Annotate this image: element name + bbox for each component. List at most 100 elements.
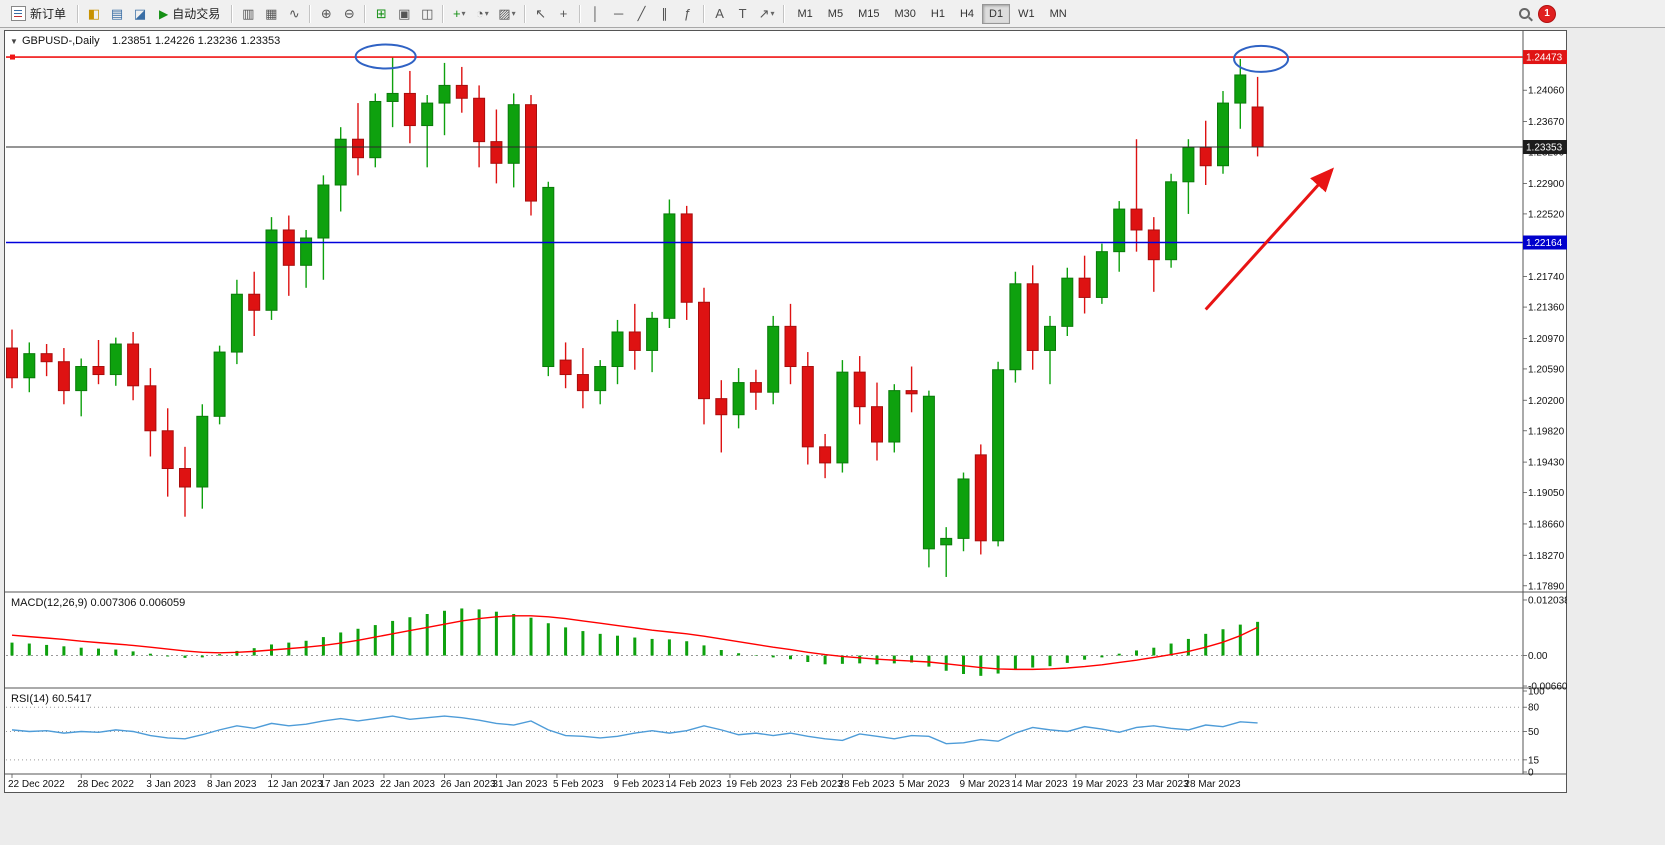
candle — [369, 100, 382, 159]
time-axis-label: 5 Mar 2023 — [899, 779, 950, 790]
candle — [525, 104, 537, 202]
candle — [386, 92, 399, 102]
candle — [161, 430, 174, 470]
cascade-windows-button[interactable]: ▣ — [393, 3, 415, 25]
toolbar-separator — [77, 4, 80, 23]
price-axis-label: 1.21360 — [1528, 303, 1565, 314]
candle — [1217, 102, 1229, 167]
candle — [403, 92, 416, 127]
timeframe-button-m1[interactable]: M1 — [791, 4, 820, 24]
trend-arrow[interactable] — [1204, 167, 1335, 311]
candle — [490, 141, 503, 164]
candle — [265, 229, 278, 311]
new-order-button[interactable]: 新订单 — [4, 3, 73, 25]
tile-windows-icon: ⊞ — [375, 5, 387, 21]
periods-button[interactable]: ◔ ▾ — [471, 3, 493, 25]
chart-collapse-icon[interactable]: ▼ — [10, 37, 18, 46]
search-button[interactable] — [1513, 3, 1537, 25]
resistance-price-tag[interactable] — [1523, 50, 1567, 65]
autotrading-button[interactable]: ▶ 自动交易 — [152, 3, 227, 25]
channel-tool-button[interactable]: ∥ — [654, 3, 676, 25]
price-axis-label: 1.19050 — [1528, 488, 1565, 499]
bar-chart-icon: ▥ — [242, 5, 255, 21]
timeframe-button-h4[interactable]: H4 — [953, 4, 981, 24]
tile-horizontal-button[interactable]: ◫ — [416, 3, 438, 25]
candle — [974, 454, 987, 542]
time-axis-label: 8 Jan 2023 — [207, 779, 257, 790]
zoom-out-button[interactable]: ⊖ — [338, 3, 360, 25]
bar-chart-button[interactable]: ▥ — [237, 3, 259, 25]
time-axis-label: 19 Feb 2023 — [726, 779, 783, 790]
navigator-button[interactable]: ◪ — [129, 3, 151, 25]
chart-symbol-label: GBPUSD-,Daily — [22, 35, 100, 47]
candlestick-chart-button[interactable]: ▦ — [260, 3, 282, 25]
toolbar-separator — [442, 4, 445, 23]
candle — [282, 229, 295, 266]
line-chart-button[interactable]: ∿ — [283, 3, 305, 25]
horizontal-line-objects[interactable] — [6, 54, 1523, 244]
time-axis-label: 14 Mar 2023 — [1011, 779, 1068, 790]
new-chart-button[interactable]: + ▾ — [448, 3, 470, 25]
data-window-button[interactable]: ▤ — [106, 3, 128, 25]
candle — [698, 301, 710, 400]
candle — [905, 390, 918, 395]
candle — [801, 366, 814, 448]
macd-axis-label: 0.00 — [1528, 651, 1548, 662]
time-axis[interactable]: 22 Dec 2022 28 Dec 2022 3 Jan 2023 8 Jan 20… — [8, 774, 1241, 790]
time-axis-label: 5 Feb 2023 — [553, 779, 604, 790]
timeframe-button-mn[interactable]: MN — [1043, 4, 1074, 24]
candle — [317, 184, 330, 239]
candlestick-series — [6, 56, 1264, 577]
templates-icon: ▨ — [498, 5, 511, 21]
timeframe-button-h1[interactable]: H1 — [924, 4, 952, 24]
trendline-tool-button[interactable]: ╱ — [631, 3, 653, 25]
peak-ellipse-jan[interactable] — [354, 43, 417, 70]
fibonacci-tool-button[interactable]: ƒ — [677, 3, 699, 25]
candle — [57, 361, 70, 392]
price-axis-label: 1.24060 — [1528, 86, 1565, 97]
chart-window: 1.240601.236701.232901.229001.225201.221… — [4, 30, 1567, 793]
candle — [715, 398, 728, 416]
candle — [196, 415, 209, 488]
text-tool-button[interactable]: A — [709, 3, 731, 25]
candle — [300, 237, 313, 266]
timeframe-button-m5[interactable]: M5 — [821, 4, 850, 24]
candle — [957, 478, 970, 539]
crosshair-tool-button[interactable]: + — [553, 3, 575, 25]
support-price-tag[interactable] — [1523, 235, 1567, 250]
templates-button[interactable]: ▨ ▾ — [494, 3, 519, 25]
timeframe-button-d1[interactable]: D1 — [982, 3, 1011, 24]
vertical-line-icon: │ — [591, 6, 600, 21]
timeframe-button-m30[interactable]: M30 — [887, 4, 922, 24]
candle — [1199, 146, 1212, 167]
cursor-tool-button[interactable]: ↖ — [530, 3, 552, 25]
candle — [352, 138, 364, 159]
market-watch-button[interactable]: ◧ — [83, 3, 105, 25]
text-label-tool-button[interactable]: T — [732, 3, 754, 25]
peak-ellipse-mar[interactable] — [1233, 44, 1290, 73]
candle — [767, 325, 780, 393]
current-price-tag[interactable] — [1523, 140, 1567, 155]
candle — [663, 213, 676, 319]
crosshair-icon: + — [559, 6, 568, 21]
tile-windows-button[interactable]: ⊞ — [370, 3, 392, 25]
candle — [248, 293, 261, 311]
toolbar: 新订单 ◧ ▤ ◪ ▶ 自动交易 ▥ ▦ ∿ ⊕ ⊖ ⊞ ▣ ◫ + ▾ ◔ ▾ ▨… — [0, 0, 1665, 28]
timeframe-button-w1[interactable]: W1 — [1011, 4, 1042, 24]
time-axis-label: 22 Dec 2022 — [8, 779, 65, 790]
toolbar-separator — [578, 4, 581, 23]
time-axis-label: 9 Feb 2023 — [614, 779, 665, 790]
arrows-tool-button[interactable]: ↗ ▾ — [755, 3, 779, 25]
notification-badge[interactable]: 1 — [1538, 4, 1556, 23]
horizontal-line-icon: ─ — [613, 6, 624, 21]
resistance-line-anchor[interactable] — [10, 54, 15, 60]
zoom-in-button[interactable]: ⊕ — [315, 3, 337, 25]
candle — [1251, 106, 1264, 148]
time-axis-label: 19 Mar 2023 — [1072, 779, 1129, 790]
candle — [628, 331, 641, 351]
horizontal-line-tool-button[interactable]: ─ — [608, 3, 630, 25]
timeframe-button-m15[interactable]: M15 — [851, 4, 886, 24]
vertical-line-tool-button[interactable]: │ — [585, 3, 607, 25]
toolbar-separator — [702, 4, 705, 23]
price-chart[interactable]: 1.240601.236701.232901.229001.225201.221… — [4, 30, 1567, 793]
